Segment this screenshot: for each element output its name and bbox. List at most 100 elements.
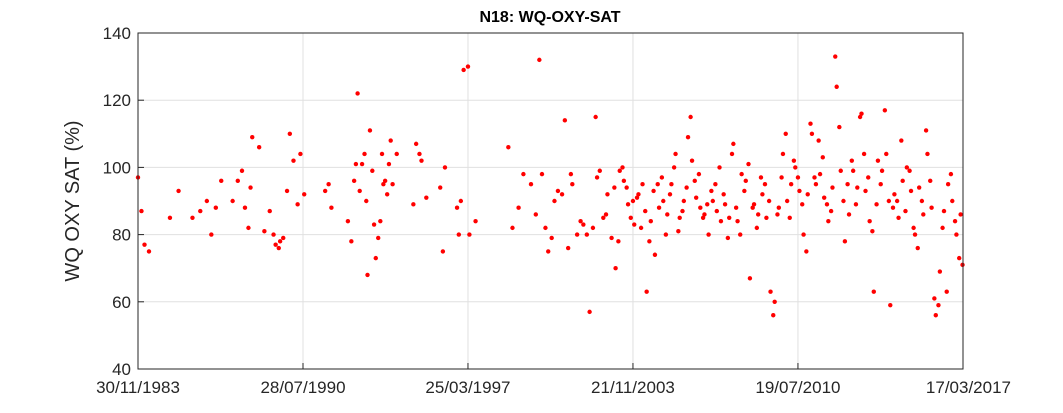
data-point (797, 188, 802, 194)
data-point (146, 249, 152, 254)
data-point (888, 302, 893, 308)
data-point (543, 225, 548, 231)
data-point (365, 272, 370, 278)
data-point (190, 215, 195, 220)
data-point (271, 232, 276, 237)
data-point (473, 218, 478, 224)
x-tick-label: 19/07/2010 (755, 378, 840, 397)
data-point (284, 188, 290, 194)
data-point (718, 218, 724, 224)
data-point (779, 175, 784, 180)
data-point (742, 188, 747, 194)
data-point (204, 198, 210, 204)
x-tick-labels: 30/11/1983 28/07/1990 25/03/1997 21/11/2003… (96, 378, 1011, 397)
chart-title: N18: WQ-OXY-SAT (479, 9, 620, 26)
data-point (813, 182, 819, 187)
data-point (419, 158, 424, 163)
y-tick-labels: 40 60 80 100 120 140 (103, 24, 131, 379)
data-point (879, 168, 885, 173)
data-point (636, 192, 641, 197)
data-point (605, 192, 610, 197)
data-point (559, 192, 565, 197)
data-point (659, 175, 665, 180)
data-point (904, 165, 910, 170)
data-point (648, 218, 654, 224)
data-point (739, 171, 744, 177)
data-point (587, 309, 592, 315)
data-point (795, 175, 801, 180)
data-point (555, 188, 561, 194)
plot-area (138, 33, 963, 369)
data-point (721, 192, 726, 197)
data-point (738, 232, 743, 237)
data-point (612, 185, 617, 190)
data-point (886, 198, 892, 204)
data-point (867, 218, 872, 224)
data-point (890, 205, 896, 210)
data-point (743, 178, 748, 184)
data-point (357, 188, 362, 194)
data-point (937, 269, 943, 274)
data-point (142, 242, 147, 247)
data-point (562, 118, 568, 123)
y-axis-label: WQ OXY SAT (%) (62, 120, 84, 281)
data-point (760, 192, 765, 197)
data-point (747, 276, 753, 281)
data-point (139, 208, 144, 214)
data-point (256, 145, 262, 150)
data-point (874, 202, 879, 207)
data-point (837, 124, 842, 130)
data-point (355, 91, 360, 96)
data-point (239, 168, 245, 173)
data-point (911, 225, 916, 231)
y-tick-label: 40 (112, 360, 131, 379)
data-point (929, 205, 934, 210)
data-point (663, 232, 669, 237)
data-point (833, 54, 838, 59)
data-point (855, 185, 860, 190)
data-point (916, 185, 922, 190)
data-point (370, 168, 375, 173)
data-point (923, 128, 929, 133)
data-point (388, 138, 393, 143)
x-tick-label: 28/07/1990 (260, 378, 345, 397)
data-point (884, 151, 889, 157)
x-tick-label: 21/11/2003 (591, 378, 675, 397)
data-point (681, 198, 687, 204)
x-tick-label: 17/03/2017 (926, 378, 1011, 397)
data-point (725, 235, 731, 241)
data-point (912, 232, 918, 237)
data-point (805, 192, 810, 197)
data-point (875, 158, 881, 163)
data-point (784, 198, 790, 204)
data-point (746, 161, 751, 167)
data-point (379, 151, 385, 157)
data-point (709, 188, 714, 194)
data-point (793, 165, 798, 170)
data-point (386, 161, 392, 167)
data-point (849, 158, 855, 163)
data-point (533, 212, 539, 217)
data-point (846, 212, 852, 217)
y-tick-label: 60 (112, 293, 131, 312)
data-point (671, 165, 677, 170)
data-point (808, 121, 813, 126)
data-point (394, 151, 399, 157)
data-point (783, 131, 788, 136)
data-point (750, 205, 755, 210)
data-point (349, 239, 354, 244)
data-point (584, 232, 590, 237)
data-point (841, 198, 846, 204)
data-point (771, 313, 776, 318)
data-point (632, 222, 637, 227)
data-point (673, 151, 678, 157)
y-tick-label: 140 (103, 24, 131, 43)
data-point (248, 185, 253, 190)
data-point (941, 208, 947, 214)
data-point (892, 192, 897, 197)
data-point (281, 235, 286, 241)
data-point (593, 114, 598, 120)
data-point (242, 205, 248, 210)
data-point (816, 138, 821, 143)
data-point (277, 239, 283, 244)
